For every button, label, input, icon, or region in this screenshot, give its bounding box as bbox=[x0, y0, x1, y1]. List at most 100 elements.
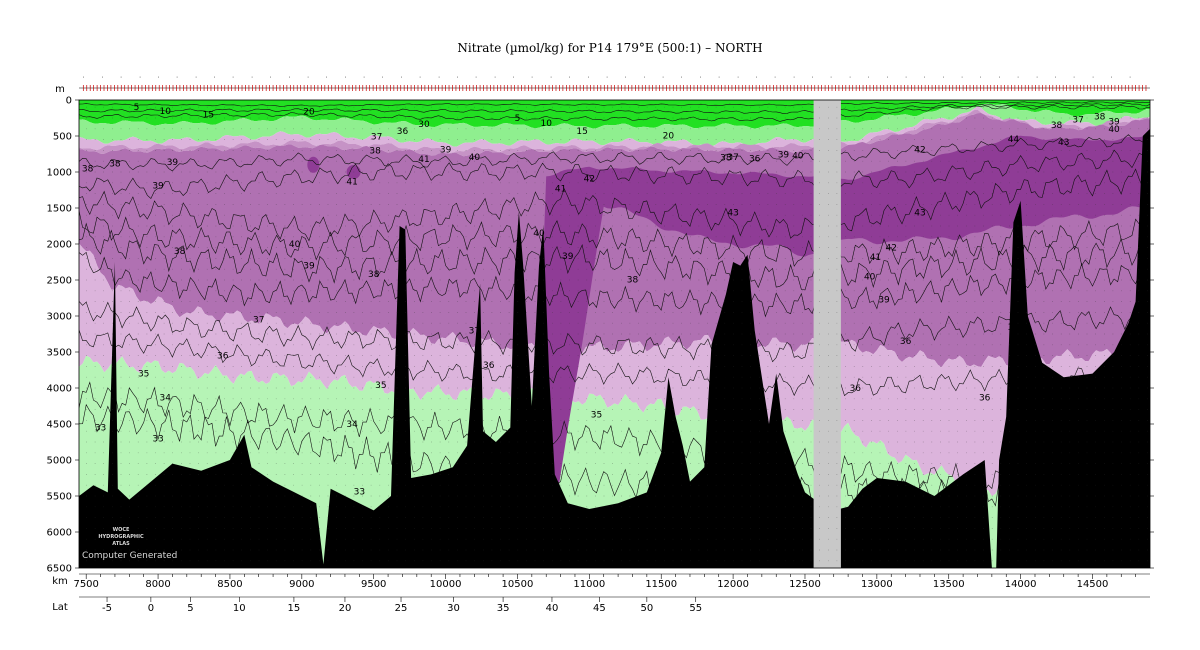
lat-tick-label: 50 bbox=[640, 603, 653, 614]
contour-line bbox=[79, 329, 1150, 397]
y-tick-label: 2000 bbox=[47, 240, 72, 251]
contour-label: 38 bbox=[720, 154, 732, 164]
station-marker: · bbox=[941, 76, 948, 78]
y-tick-label: 500 bbox=[53, 132, 72, 143]
contour-label: 41 bbox=[346, 177, 357, 187]
lat-tick-label: 45 bbox=[593, 603, 606, 614]
contour-label: 39 bbox=[167, 158, 179, 168]
contour-label: 36 bbox=[483, 361, 495, 371]
contour-label: 36 bbox=[979, 393, 991, 403]
station-marker: · bbox=[847, 76, 854, 78]
contour-label: 42 bbox=[886, 244, 897, 254]
station-marker: · bbox=[137, 76, 144, 78]
contour-label: 38 bbox=[627, 275, 639, 285]
station-marker: · bbox=[810, 76, 817, 78]
contour-label: 37 bbox=[727, 153, 738, 163]
lat-tick-label: 15 bbox=[288, 603, 301, 614]
contour-label: 35 bbox=[375, 381, 386, 391]
lat-tick-label: 5 bbox=[187, 603, 193, 614]
contour-label: 15 bbox=[203, 110, 214, 120]
contour-label: 40 bbox=[533, 229, 545, 239]
station-marker: · bbox=[791, 76, 798, 78]
y-axis-label: m bbox=[55, 84, 65, 95]
station-marker: · bbox=[474, 76, 481, 78]
contour-line bbox=[79, 301, 1150, 363]
station-marker: · bbox=[661, 76, 668, 78]
station-marker: · bbox=[642, 76, 649, 78]
station-marker: · bbox=[1128, 76, 1135, 78]
y-tick-label: 4500 bbox=[47, 420, 72, 431]
station-marker: · bbox=[1053, 76, 1060, 78]
sample-points bbox=[86, 106, 1148, 562]
station-marker: · bbox=[100, 76, 107, 78]
contour-label: 34 bbox=[160, 393, 172, 403]
contour-label: 42 bbox=[584, 174, 595, 184]
station-marker: · bbox=[399, 76, 406, 78]
plot-frame bbox=[78, 99, 1151, 569]
contour-line bbox=[79, 168, 1150, 242]
contour-line bbox=[79, 104, 1150, 122]
thermocline-mauve-band bbox=[79, 109, 1150, 157]
lat-tick-label: 0 bbox=[148, 603, 154, 614]
km-tick-label: 9500 bbox=[361, 579, 386, 590]
contour-label: 35 bbox=[138, 370, 149, 380]
contour-label: 10 bbox=[160, 107, 172, 117]
contour-label: 43 bbox=[914, 208, 925, 218]
contour-label: 33 bbox=[354, 488, 365, 498]
y-tick-label: 1500 bbox=[47, 204, 72, 215]
contour-label: 36 bbox=[749, 154, 761, 164]
station-marker: · bbox=[268, 76, 275, 78]
contour-label: 5 bbox=[515, 114, 521, 124]
station-marker: · bbox=[1072, 76, 1079, 78]
contour-label: 30 bbox=[418, 120, 430, 130]
contour-label: 36 bbox=[850, 384, 862, 394]
km-tick-label: 9000 bbox=[289, 579, 314, 590]
contour-label: 38 bbox=[174, 247, 186, 257]
km-tick-label: 12500 bbox=[789, 579, 821, 590]
station-marker: · bbox=[119, 76, 126, 78]
y-tick-label: 6500 bbox=[47, 564, 72, 575]
contour-label: 42 bbox=[914, 146, 925, 156]
contour-label: 40 bbox=[1108, 125, 1120, 135]
contour-label: 36 bbox=[217, 352, 229, 362]
lat-tick-label: 55 bbox=[689, 603, 702, 614]
contour-label: 39 bbox=[878, 295, 890, 305]
contour-line bbox=[79, 222, 1150, 291]
deep-pink-band bbox=[79, 243, 1150, 511]
contour-label: 39 bbox=[562, 252, 574, 262]
contour-line bbox=[79, 210, 1150, 269]
upper-green-band bbox=[79, 103, 1150, 147]
contour-label: 41 bbox=[555, 185, 566, 195]
km-tick-label: 10500 bbox=[502, 579, 534, 590]
y-tick-label: 5500 bbox=[47, 492, 72, 503]
y-tick-label: 5000 bbox=[47, 456, 72, 467]
station-marker: · bbox=[1090, 76, 1097, 78]
contour-label: 39 bbox=[303, 262, 315, 272]
y-tick-label: 0 bbox=[66, 96, 72, 107]
station-marker: · bbox=[324, 76, 331, 78]
lat-tick-label: 30 bbox=[447, 603, 460, 614]
contour-lines bbox=[79, 101, 1150, 511]
km-tick-label: 11000 bbox=[573, 579, 605, 590]
station-marker: · bbox=[1034, 76, 1041, 78]
station-marker: · bbox=[1109, 76, 1116, 78]
contour-label: 37 bbox=[469, 326, 480, 336]
contour-label: 38 bbox=[109, 159, 121, 169]
station-marker: · bbox=[436, 76, 443, 78]
contour-label: 40 bbox=[469, 153, 481, 163]
contour-line bbox=[79, 101, 1150, 107]
surface-band bbox=[79, 100, 1150, 129]
km-tick-label: 12000 bbox=[717, 579, 749, 590]
contour-label: 38 bbox=[368, 270, 380, 280]
contour-label: 40 bbox=[864, 272, 876, 282]
computer-generated-note: Computer Generated bbox=[82, 551, 177, 561]
atlas-watermark: ATLAS bbox=[112, 541, 130, 547]
station-marker: · bbox=[492, 76, 499, 78]
y-tick-label: 3000 bbox=[47, 312, 72, 323]
station-marker: · bbox=[567, 76, 574, 78]
station-marker: · bbox=[735, 76, 742, 78]
contour-label: 41 bbox=[418, 155, 429, 165]
contour-label: 43 bbox=[1058, 138, 1069, 148]
chart-title: Nitrate (µmol/kg) for P14 179°E (500:1) … bbox=[457, 41, 762, 55]
